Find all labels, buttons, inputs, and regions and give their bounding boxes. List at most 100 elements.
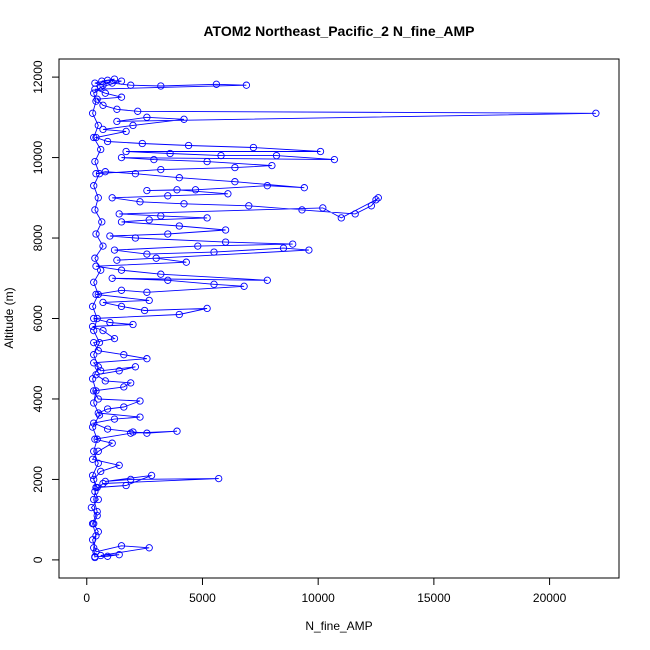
data-point — [91, 435, 99, 443]
data-point — [289, 240, 297, 248]
data-point — [88, 302, 97, 311]
data-point — [117, 302, 126, 311]
data-point — [143, 429, 151, 437]
data-point — [175, 222, 183, 230]
data-point — [330, 155, 339, 164]
data-point — [93, 507, 101, 516]
data-point — [95, 170, 104, 178]
data-point — [97, 367, 105, 375]
data-point — [90, 338, 98, 347]
data-point — [164, 192, 172, 200]
x-tick-label: 0 — [83, 591, 90, 605]
data-point — [143, 186, 151, 195]
data-point — [272, 151, 281, 160]
data-point — [97, 266, 105, 274]
data-point — [88, 109, 97, 117]
data-point — [110, 415, 119, 423]
data-point — [164, 276, 172, 284]
data-point — [140, 306, 149, 315]
data-point — [88, 375, 97, 383]
y-tick-label: 0 — [31, 556, 45, 563]
data-point — [305, 246, 313, 254]
data-point — [245, 202, 253, 210]
data-point — [88, 471, 97, 480]
data-point — [298, 206, 306, 214]
data-point — [122, 481, 130, 490]
data-point — [90, 314, 98, 323]
data-point — [88, 520, 97, 528]
data-point — [374, 194, 382, 202]
data-point — [115, 210, 123, 218]
data-point — [184, 141, 193, 150]
data-point — [120, 351, 128, 359]
data-point — [94, 395, 102, 403]
data-point — [210, 248, 218, 256]
x-tick-label: 20000 — [533, 591, 567, 605]
data-point — [92, 170, 100, 178]
data-point — [101, 377, 109, 385]
data-point — [95, 338, 104, 347]
data-point — [91, 157, 99, 166]
data-point — [94, 459, 102, 467]
data-point — [131, 234, 140, 242]
data-point — [143, 113, 151, 121]
data-point — [91, 79, 99, 87]
data-point — [136, 397, 144, 405]
data-point — [88, 455, 97, 463]
data-point — [143, 250, 151, 258]
data-point — [203, 214, 211, 222]
data-point — [592, 109, 600, 117]
data-point — [88, 322, 97, 331]
data-point — [97, 145, 105, 154]
data-point — [122, 127, 130, 136]
data-point — [90, 89, 98, 97]
y-tick-label: 2000 — [31, 466, 45, 493]
data-point — [103, 405, 112, 413]
data-point — [173, 186, 181, 194]
data-point — [93, 511, 101, 520]
data-point — [249, 143, 258, 152]
data-point — [175, 310, 183, 319]
data-point — [90, 387, 98, 395]
x-axis-label: N_fine_AMP — [305, 619, 372, 633]
data-point — [316, 147, 325, 156]
data-point — [88, 423, 97, 431]
data-point — [231, 163, 239, 172]
data-point — [157, 212, 165, 220]
data-point — [90, 278, 98, 286]
data-point — [99, 242, 107, 250]
data-point — [145, 296, 153, 305]
data-point — [91, 254, 99, 262]
data-point — [145, 544, 153, 552]
data-point — [337, 214, 345, 222]
data-point — [194, 242, 202, 250]
data-point — [215, 474, 223, 483]
data-point — [117, 153, 126, 162]
data-point — [108, 274, 116, 282]
y-tick-label: 8000 — [31, 224, 45, 251]
x-tick-label: 15000 — [417, 591, 451, 605]
data-point — [131, 170, 140, 178]
data-point — [99, 479, 107, 488]
data-point — [145, 216, 153, 224]
data-point — [117, 286, 126, 294]
data-point — [92, 290, 100, 299]
y-tick-label: 6000 — [31, 305, 45, 332]
data-point — [113, 117, 121, 126]
data-point — [99, 298, 107, 307]
data-point — [212, 80, 221, 88]
data-point — [240, 282, 248, 290]
data-point — [203, 304, 211, 313]
data-point — [113, 105, 121, 113]
data-point — [94, 347, 102, 355]
data-point — [110, 334, 119, 343]
data-point — [99, 101, 107, 109]
data-point — [300, 184, 308, 192]
data-point — [103, 552, 112, 560]
data-point — [191, 186, 200, 194]
data-point — [92, 97, 100, 105]
data-point — [136, 198, 144, 206]
data-point — [224, 190, 232, 198]
data-point — [221, 238, 230, 246]
